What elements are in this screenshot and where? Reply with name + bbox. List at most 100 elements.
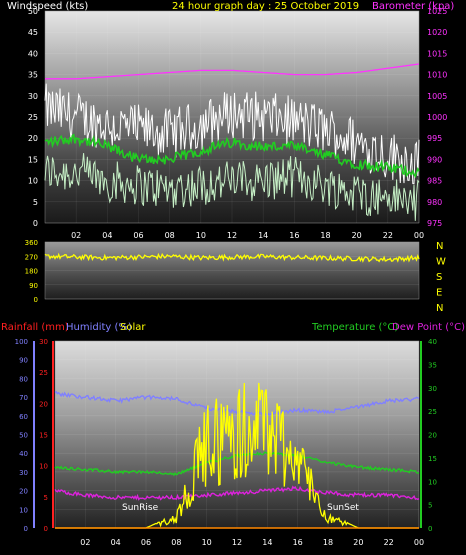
wind-tick-label: 25 bbox=[28, 113, 38, 122]
temp-tick-label: 25 bbox=[428, 408, 437, 416]
rain-tick-label: 0 bbox=[44, 525, 48, 533]
direction-tick-label: 270 bbox=[25, 253, 38, 261]
barometer-tick-label: 995 bbox=[427, 134, 442, 143]
compass-label: N bbox=[436, 241, 443, 252]
temp-tick-label: 10 bbox=[428, 478, 437, 486]
humidity-tick-label: 40 bbox=[19, 450, 28, 458]
direction-tick-label: 360 bbox=[25, 239, 38, 247]
barometer-tick-label: 975 bbox=[427, 219, 442, 228]
wind-tick-label: 5 bbox=[33, 198, 38, 207]
wind-tick-label: 15 bbox=[28, 155, 38, 164]
direction-tick-label: 90 bbox=[29, 282, 38, 290]
wind-series bbox=[44, 63, 420, 221]
x-tick-label: 20 bbox=[352, 231, 362, 240]
x-tick-label: 00 bbox=[414, 538, 424, 547]
temperature-label: Temperature (°C) bbox=[311, 322, 398, 333]
sunrise-label: SunRise bbox=[122, 503, 159, 513]
x-tick-label: 22 bbox=[384, 538, 394, 547]
rain-tick-label: 10 bbox=[39, 463, 48, 471]
x-tick-label: 18 bbox=[323, 538, 333, 547]
temp-tick-label: 5 bbox=[428, 502, 432, 510]
x-tick-label: 06 bbox=[133, 231, 143, 240]
x-tick-label: 14 bbox=[262, 538, 272, 547]
dewpoint-label: Dew Point (°C) bbox=[392, 322, 465, 333]
temp-tick-label: 40 bbox=[428, 338, 437, 346]
compass-label: S bbox=[436, 272, 442, 283]
barometer-axis-label: Barometer (kpa) bbox=[372, 1, 454, 12]
temp-tick-label: 35 bbox=[428, 361, 437, 369]
humidity-label: Humidity (%) bbox=[66, 322, 132, 333]
direction-plot-area bbox=[44, 241, 420, 300]
wind-axis-label: Windspeed (kts) bbox=[7, 1, 88, 12]
x-tick-label: 08 bbox=[165, 231, 175, 240]
rain-tick-label: 25 bbox=[39, 369, 48, 377]
temp-tick-label: 20 bbox=[428, 432, 437, 440]
x-tick-label: 22 bbox=[383, 231, 393, 240]
barometer-tick-label: 1005 bbox=[427, 92, 447, 101]
x-tick-label: 02 bbox=[80, 538, 90, 547]
direction-tick-label: 0 bbox=[34, 296, 38, 304]
x-tick-label: 12 bbox=[232, 538, 242, 547]
humidity-line bbox=[54, 390, 420, 417]
x-tick-label: 04 bbox=[102, 231, 112, 240]
rain-tick-label: 30 bbox=[39, 338, 48, 346]
wind-tick-label: 45 bbox=[28, 28, 38, 37]
wind-tick-label: 10 bbox=[28, 177, 38, 186]
average-line bbox=[44, 133, 420, 179]
humidity-tick-label: 60 bbox=[19, 413, 28, 421]
compass-label: E bbox=[436, 288, 442, 299]
barometer-tick-label: 980 bbox=[427, 198, 442, 207]
direction-series bbox=[44, 252, 420, 263]
x-tick-label: 16 bbox=[289, 231, 299, 240]
compass-label: W bbox=[436, 257, 446, 268]
lull-line bbox=[44, 153, 420, 221]
x-tick-label: 04 bbox=[111, 538, 121, 547]
direction-grid bbox=[45, 241, 419, 300]
barometer-tick-label: 1020 bbox=[427, 28, 447, 37]
barometer-tick-label: 1015 bbox=[427, 49, 447, 58]
barometer-line bbox=[45, 63, 420, 80]
humidity-tick-label: 90 bbox=[19, 357, 28, 365]
rain-tick-label: 15 bbox=[39, 432, 48, 440]
x-tick-label: 20 bbox=[353, 538, 363, 547]
rainfall-label: Rainfall (mm) bbox=[1, 322, 69, 333]
humidity-tick-label: 10 bbox=[19, 506, 28, 514]
dewpoint-line bbox=[54, 485, 420, 501]
barometer-tick-label: 1000 bbox=[427, 113, 447, 122]
climate-series bbox=[54, 382, 420, 529]
humidity-tick-label: 100 bbox=[15, 338, 28, 346]
chart-title: 24 hour graph day : 25 October 2019 bbox=[172, 1, 359, 12]
rain-tick-label: 5 bbox=[44, 494, 48, 502]
x-tick-label: 14 bbox=[258, 231, 268, 240]
x-tick-label: 02 bbox=[71, 231, 81, 240]
humidity-tick-label: 50 bbox=[19, 432, 28, 440]
x-tick-label: 18 bbox=[320, 231, 330, 240]
x-tick-label: 16 bbox=[293, 538, 303, 547]
gust-line bbox=[44, 83, 420, 185]
wind-tick-label: 50 bbox=[28, 7, 38, 16]
sunset-label: SunSet bbox=[327, 503, 359, 513]
direction-line bbox=[44, 252, 420, 263]
x-tick-label: 00 bbox=[414, 231, 424, 240]
tick-labels: 0510152025303540455097598098599099510001… bbox=[15, 7, 448, 547]
humidity-tick-label: 70 bbox=[19, 394, 28, 402]
wind-tick-label: 0 bbox=[33, 219, 38, 228]
direction-tick-label: 180 bbox=[25, 268, 38, 276]
barometer-tick-label: 985 bbox=[427, 177, 442, 186]
humidity-tick-label: 0 bbox=[24, 525, 28, 533]
barometer-tick-label: 990 bbox=[427, 155, 442, 164]
wind-tick-label: 40 bbox=[28, 49, 38, 58]
compass-label: N bbox=[436, 303, 443, 314]
temp-tick-label: 15 bbox=[428, 455, 437, 463]
solar-label: Solar bbox=[120, 322, 146, 333]
wind-grid bbox=[45, 10, 420, 224]
rain-tick-label: 20 bbox=[39, 400, 48, 408]
barometer-tick-label: 1025 bbox=[427, 7, 447, 16]
x-tick-label: 10 bbox=[202, 538, 212, 547]
barometer-tick-label: 1010 bbox=[427, 71, 447, 80]
wind-tick-label: 35 bbox=[28, 71, 38, 80]
temp-tick-label: 0 bbox=[428, 525, 432, 533]
wind-tick-label: 30 bbox=[28, 92, 38, 101]
